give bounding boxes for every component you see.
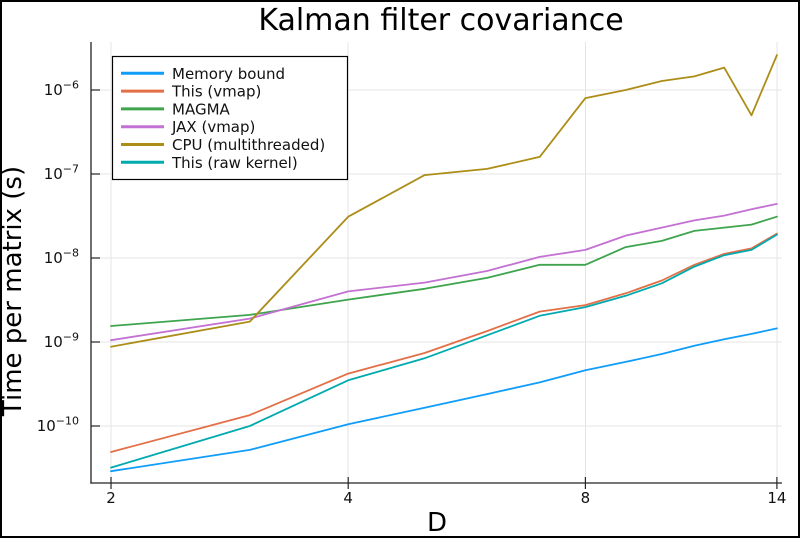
y-tick-mantissa: 10 [44, 249, 63, 267]
series-layer [110, 54, 778, 473]
x-axis-label: D [427, 508, 447, 538]
legend-label-this-raw-kernel: This (raw kernel) [171, 154, 298, 172]
legend-item-this-raw-kernel: This (raw kernel) [121, 154, 298, 172]
legend-label-jax-vmap: JAX (vmap) [171, 118, 255, 136]
legend-label-cpu-multithreaded: CPU (multithreaded) [172, 136, 325, 154]
x-tick-label: 8 [581, 489, 591, 507]
y-tick-mantissa: 10 [44, 333, 63, 351]
y-tick-exponent: −6 [63, 79, 79, 92]
y-tick-mantissa: 10 [37, 417, 56, 435]
y-tick-exponent: −8 [63, 247, 79, 260]
series-line-cpu-multithreaded [110, 54, 778, 348]
legend-item-memory-bound: Memory bound [121, 65, 285, 83]
series-line-this-vmap [110, 232, 778, 453]
y-tick-label: 10−10 [37, 415, 79, 436]
y-tick-mantissa: 10 [44, 81, 63, 99]
legend-label-memory-bound: Memory bound [172, 65, 285, 83]
y-tick-exponent: −9 [63, 331, 79, 344]
x-tick-label: 4 [343, 489, 353, 507]
x-tick-label: 2 [106, 489, 116, 507]
series-line-magma [110, 215, 778, 327]
legend-label-magma: MAGMA [172, 100, 231, 118]
y-tick-exponent: −10 [56, 415, 79, 428]
series-line-jax-vmap [110, 202, 778, 342]
legend-box [111, 55, 349, 181]
y-tick-label: 10−8 [44, 247, 79, 268]
legend-item-magma: MAGMA [121, 100, 231, 118]
y-axis-label: Time per matrix (s) [0, 166, 28, 417]
x-tick-label: 14 [767, 489, 786, 507]
legend-item-jax-vmap: JAX (vmap) [121, 118, 255, 136]
series-line-memory-bound [110, 327, 778, 473]
y-tick-mantissa: 10 [44, 165, 63, 183]
y-tick-label: 10−9 [44, 331, 79, 352]
y-tick-label: 10−7 [44, 163, 79, 184]
y-tick-exponent: −7 [63, 163, 79, 176]
series-line-this-raw-kernel [110, 233, 778, 469]
chart-title: Kalman filter covariance [258, 3, 623, 38]
y-tick-label: 10−6 [44, 79, 79, 100]
legend-label-this-vmap: This (vmap) [171, 83, 261, 101]
legend-item-cpu-multithreaded: CPU (multithreaded) [121, 136, 325, 154]
legend-item-this-vmap: This (vmap) [121, 83, 261, 101]
